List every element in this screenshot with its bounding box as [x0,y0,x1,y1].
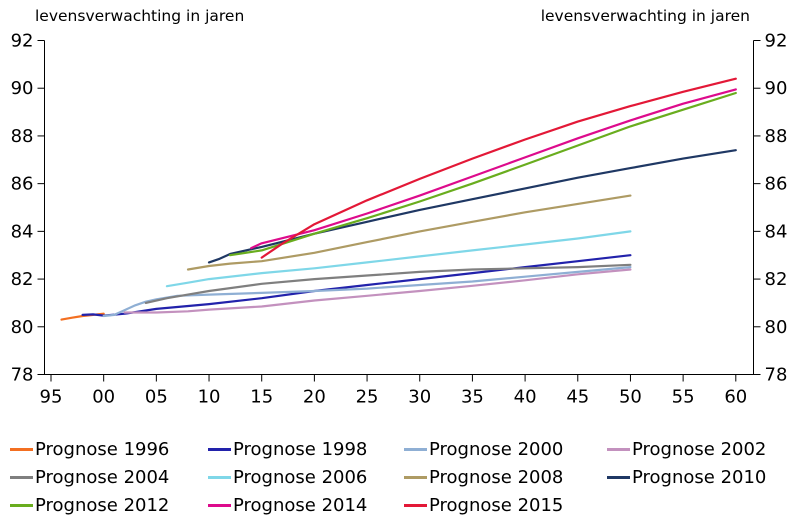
series-line-prognose-2010 [207,149,737,264]
y-axis-tick-label: 78 [11,365,34,386]
legend-swatch [10,475,33,479]
legend-item-prognose-2002: Prognose 2002 [607,437,766,461]
right-axis-title: levensverwachting in jaren [541,7,750,25]
series-line-prognose-2014 [250,88,737,250]
legend-swatch [404,475,427,479]
legend-swatch [607,475,630,479]
y-axis-tick-label: 80 [11,317,34,338]
x-axis-tick-label: 50 [619,387,642,408]
y-axis-tick-label: 84 [11,221,34,242]
series-line-prognose-2004 [144,263,632,304]
x-axis-tick-label: 00 [92,387,115,408]
legend-item-prognose-2010: Prognose 2010 [607,465,766,489]
series-lines [60,77,737,321]
legend-item-prognose-2008: Prognose 2008 [404,465,563,489]
y-axis-tick-label: 90 [765,78,788,99]
y-axis-tick-label: 78 [765,365,788,386]
legend-label: Prognose 2004 [35,466,170,488]
legend-label: Prognose 2014 [233,494,368,516]
x-axis-tick-label: 10 [198,387,221,408]
legend-label: Prognose 1998 [233,438,368,460]
y-axis-tick-label: 80 [765,317,788,338]
legend-item-prognose-1998: Prognose 1998 [208,437,367,461]
x-axis-tick-label: 60 [724,387,747,408]
legend-swatch [404,447,427,451]
x-axis-tick-label: 15 [250,387,273,408]
axes: 78 78 80 80 82 82 84 84 86 86 88 88 90 90 92 92 95 00 05 10… [11,31,788,408]
left-axis-title: levensverwachting in jaren [35,7,244,25]
chart-canvas: levensverwachting in jaren levensverwach… [11,7,788,408]
y-axis-tick-label: 86 [765,174,788,195]
legend-swatch [10,447,33,451]
y-axis-tick-label: 92 [765,31,788,52]
legend-item-prognose-1996: Prognose 1996 [10,437,169,461]
legend-label: Prognose 2002 [632,438,767,460]
series-line-prognose-2012 [229,91,737,257]
legend-label: Prognose 2012 [35,494,170,516]
y-axis-tick-label: 82 [11,269,34,290]
legend-swatch [208,447,231,451]
y-axis-tick-label: 82 [765,269,788,290]
series-line-prognose-2000 [102,266,632,318]
legend-item-prognose-2014: Prognose 2014 [208,493,367,517]
legend-label: Prognose 2010 [632,466,767,488]
x-axis-tick-label: 55 [672,387,695,408]
x-axis-tick-label: 05 [145,387,168,408]
series-line-prognose-2006 [165,230,632,288]
legend-label: Prognose 2000 [429,438,564,460]
x-axis-tick-label: 25 [356,387,379,408]
legend-swatch [607,447,630,451]
x-axis-tick-label: 30 [408,387,431,408]
legend-swatch [208,475,231,479]
legend-item-prognose-2006: Prognose 2006 [208,465,367,489]
x-axis-tick-label: 35 [461,387,484,408]
legend-item-prognose-2015: Prognose 2015 [404,493,563,517]
x-axis-tick-label: 95 [40,387,63,408]
x-axis-tick-label: 45 [566,387,589,408]
x-axis-tick-label: 20 [303,387,326,408]
y-axis-tick-label: 92 [11,31,34,52]
legend-label: Prognose 1996 [35,438,170,460]
series-line-prognose-2015 [260,77,737,259]
series-line-prognose-2008 [186,194,632,271]
series-line-prognose-2002 [123,268,632,314]
y-axis-tick-label: 90 [11,78,34,99]
legend-item-prognose-2012: Prognose 2012 [10,493,169,517]
x-axis-tick-label: 40 [514,387,537,408]
legend-swatch [10,503,33,507]
y-axis-tick-label: 84 [765,221,788,242]
y-axis-tick-label: 86 [11,174,34,195]
y-axis-tick-label: 88 [11,126,34,147]
y-axis-tick-label: 88 [765,126,788,147]
legend-item-prognose-2004: Prognose 2004 [10,465,169,489]
legend-swatch [208,503,231,507]
legend-item-prognose-2000: Prognose 2000 [404,437,563,461]
legend-swatch [404,503,427,507]
legend-label: Prognose 2015 [429,494,564,516]
chart-legend: Prognose 1996 Prognose 1998 Prognose 2000 P… [0,430,800,518]
legend-label: Prognose 2006 [233,466,368,488]
legend-label: Prognose 2008 [429,466,564,488]
